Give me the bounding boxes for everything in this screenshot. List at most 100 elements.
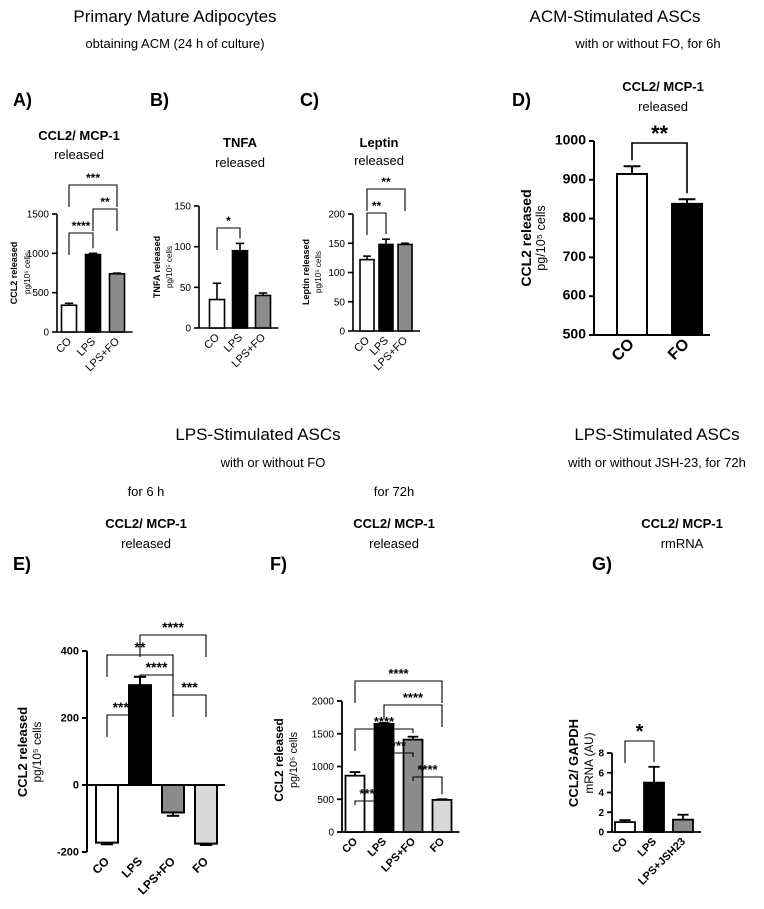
y-axis-label: CCL2 released [9, 242, 19, 305]
x-tick-label: FO [189, 854, 211, 876]
chart-subtitle: released [369, 536, 419, 551]
y-axis-label: CCL2/ GAPDH [566, 719, 581, 807]
mid-subtitle: with or without FO [220, 455, 326, 470]
y-tick-label: 500 [563, 326, 587, 342]
significance-bracket [354, 800, 385, 805]
y-tick-label: 600 [563, 287, 587, 303]
bar-co [359, 258, 375, 332]
significance-label: ** [100, 195, 110, 209]
chart-title: Leptin [360, 135, 399, 150]
significance-bracket [216, 227, 241, 250]
chart-title: CCL2/ MCP-1 [641, 516, 723, 531]
significance-label: **** [162, 619, 184, 635]
significance-bracket [68, 184, 118, 207]
significance-label: ** [381, 175, 391, 189]
significance-label: *** [391, 738, 407, 753]
y-axis-label: CCL2 released [272, 718, 286, 801]
y-axis-label: Leptin released [301, 239, 311, 305]
significance-bracket [354, 680, 443, 703]
y-axis-unit: pg/10⁵ cells [534, 205, 548, 270]
significance-label: **** [388, 666, 409, 681]
y-tick-label: 1000 [27, 249, 50, 260]
panel-f-time: for 72h [374, 484, 414, 499]
y-tick-label: 200 [61, 713, 79, 725]
y-tick-label: 150 [328, 239, 345, 250]
significance-label: * [636, 721, 644, 743]
bar-fo [194, 784, 218, 845]
bar-lps [643, 781, 665, 833]
bar-lps-fo [397, 243, 413, 332]
y-tick-label: 700 [563, 248, 587, 264]
chart-title: CCL2/ MCP-1 [38, 128, 120, 143]
chart-subtitle: rmRNA [661, 536, 704, 551]
chart-g: G) CCL2/ MCP-1 rmRNA CCL2/ GAPDH mRNA (AU) 0 2… [566, 516, 723, 888]
y-tick-label: 0 [185, 324, 191, 335]
chart-subtitle: released [638, 99, 688, 114]
significance-label: ** [372, 199, 382, 213]
chart-d: D) CCL2/ MCP-1 released CCL2 released pg/10⁵… [512, 79, 710, 365]
x-tick-label: FO [665, 336, 693, 364]
y-axis-unit: pg/10⁵ cells [23, 252, 32, 294]
significance-label: ** [651, 121, 669, 146]
chart-subtitle: released [215, 155, 265, 170]
x-tick-label: LPS [119, 854, 145, 880]
mid-right-subtitle: with or without JSH-23, for 72h [567, 455, 746, 470]
chart-subtitle: released [354, 153, 404, 168]
y-tick-label: 900 [563, 170, 587, 186]
top-left-subtitle: obtaining ACM (24 h of culture) [85, 36, 264, 51]
significance-label: **** [359, 786, 380, 801]
y-axis-unit: pg/10⁵ cells [314, 251, 323, 293]
mid-title: LPS-Stimulated ASCs [175, 425, 340, 444]
y-tick-label: 150 [174, 202, 191, 213]
x-tick-label: FO [428, 835, 448, 855]
y-tick-label: 8 [598, 749, 604, 760]
significance-bracket [139, 674, 174, 697]
panel-label: D) [512, 90, 531, 110]
bar-lps [231, 249, 249, 329]
chart-e: E) CCL2/ MCP-1 released CCL2 released pg/10⁵… [13, 516, 225, 897]
significance-bracket [366, 188, 406, 211]
y-tick-label: 100 [328, 268, 345, 279]
y-tick-label: 4 [598, 788, 604, 799]
x-tick-label: LPS [635, 836, 659, 860]
significance-label: **** [403, 690, 424, 705]
y-tick-label: 50 [334, 297, 346, 308]
chart-title: CCL2/ MCP-1 [353, 516, 435, 531]
bar-lps-fo [161, 784, 185, 814]
y-tick-label: 6 [598, 768, 604, 779]
panel-label: B) [150, 90, 169, 110]
x-tick-label: CO [89, 854, 112, 877]
significance-label: **** [113, 699, 135, 715]
significance-bracket [366, 212, 387, 235]
x-tick-label: CO [202, 331, 222, 351]
panel-label: G) [592, 554, 612, 574]
x-tick-label: CO [609, 336, 638, 365]
y-tick-label: 1500 [312, 729, 335, 740]
y-axis-unit: mRNA (AU) [583, 732, 596, 793]
significance-label: *** [181, 679, 198, 695]
y-tick-label: 0 [598, 828, 604, 839]
y-tick-label: 400 [61, 646, 79, 658]
y-tick-label: 2 [598, 808, 604, 819]
mid-right-title: LPS-Stimulated ASCs [574, 425, 739, 444]
chart-title: CCL2/ MCP-1 [105, 516, 187, 531]
chart-subtitle: released [121, 536, 171, 551]
chart-f: F) CCL2/ MCP-1 released CCL2 released pg/10⁵… [270, 516, 460, 875]
bar-co [208, 298, 226, 329]
y-tick-label: 50 [180, 283, 192, 294]
y-tick-label: 800 [563, 209, 587, 225]
y-tick-label: -200 [57, 847, 79, 859]
significance-bracket [354, 728, 414, 751]
x-tick-label: LPS [365, 836, 389, 860]
y-axis-unit: pg/10⁵ cells [288, 731, 300, 788]
chart-title: CCL2/ MCP-1 [622, 79, 704, 94]
panel-label: C) [300, 90, 319, 110]
panel-label: A) [13, 90, 32, 110]
bar-co [60, 304, 78, 333]
panel-label: F) [270, 554, 287, 574]
bar-lps [378, 243, 394, 332]
top-right-title: ACM-Stimulated ASCs [530, 7, 701, 26]
y-tick-label: 1500 [27, 210, 50, 221]
